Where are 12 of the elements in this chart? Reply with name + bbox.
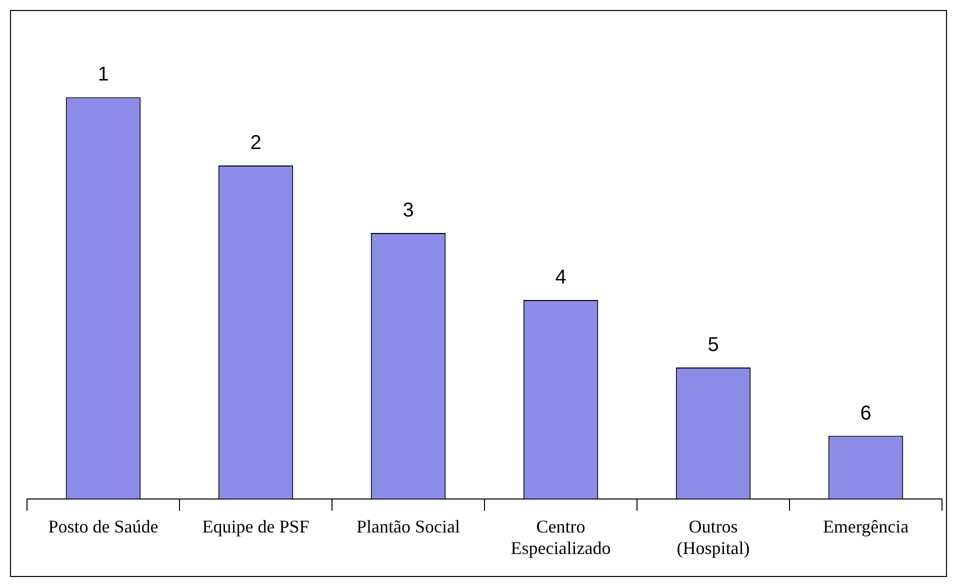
annotation: 3 xyxy=(402,199,414,222)
x-tick-label: Equipe de PSF xyxy=(202,516,310,536)
annotation: 2 xyxy=(250,132,262,154)
x-tick-label: Centro Especializado xyxy=(510,516,611,558)
annotation: 1 xyxy=(98,64,109,86)
x-tick-label: Outros (Hospital) xyxy=(676,516,750,558)
x-tick-label: Emergência xyxy=(822,516,909,536)
annotation: 4 xyxy=(555,266,566,289)
annotation: 5 xyxy=(708,334,719,356)
x-tick-label: Posto de Saúde xyxy=(48,516,158,536)
x-tick-label: Plantão Social xyxy=(356,516,460,536)
annotation: 6 xyxy=(860,402,872,424)
